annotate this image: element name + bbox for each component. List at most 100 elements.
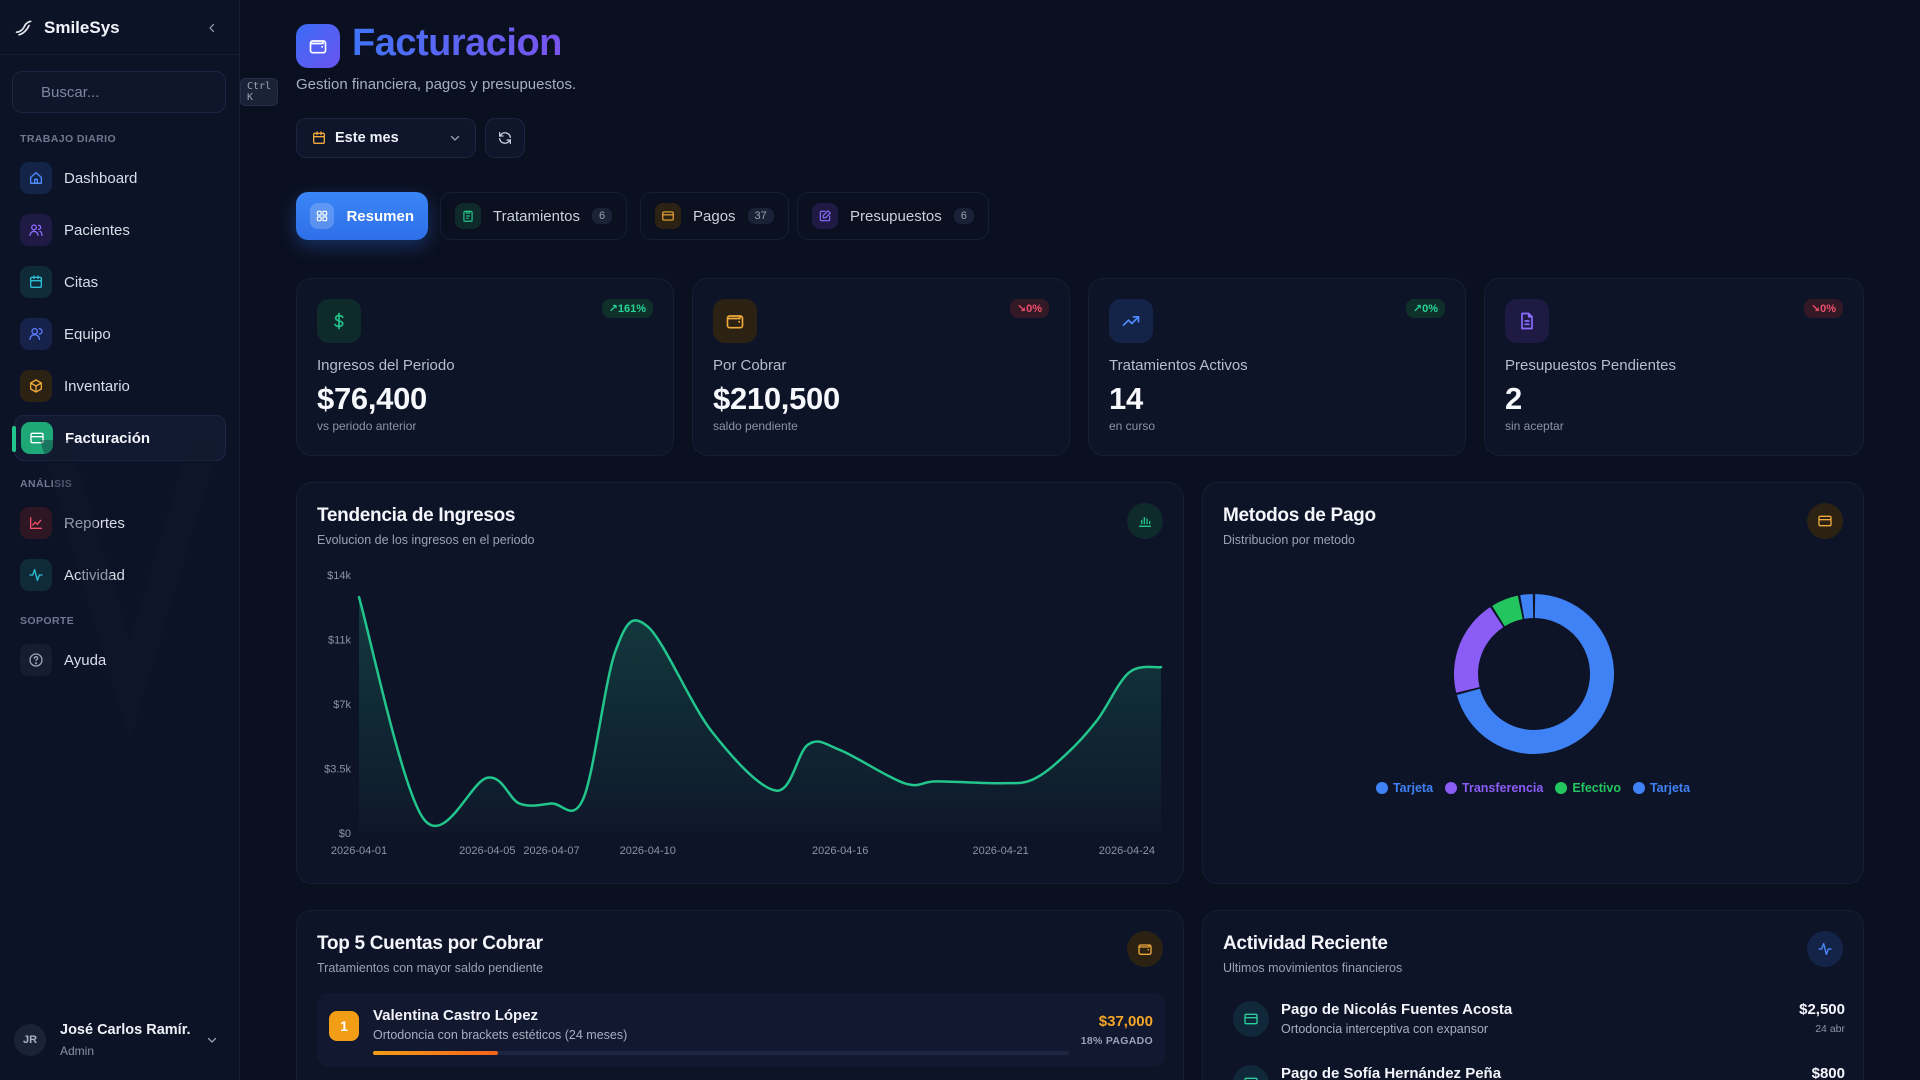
sidebar-item-label: Pacientes	[64, 221, 130, 239]
legend-item[interactable]: Tarjeta	[1375, 781, 1433, 795]
sidebar-item-label: Reportes	[64, 515, 125, 532]
card-subtitle: Evolucion de los ingresos en el periodo	[317, 533, 535, 547]
x-tick-label: 2026-04-10	[620, 845, 676, 857]
credit-card-icon	[1233, 1065, 1269, 1080]
activity-icon	[20, 559, 52, 591]
stat-label: Tratamientos Activos	[1109, 357, 1248, 374]
legend-label: Efectivo	[1572, 781, 1621, 795]
user-menu[interactable]: JR José Carlos Ramír... Admin	[14, 1012, 228, 1068]
calendar-icon	[313, 131, 325, 144]
activity-amount: $2,500	[1799, 1001, 1845, 1018]
tab-presupuestos[interactable]: Presupuestos 6	[797, 192, 989, 240]
sidebar-item-label: Citas	[64, 273, 99, 291]
activity-icon	[1818, 943, 1832, 955]
card-title: Top 5 Cuentas por Cobrar	[317, 933, 543, 954]
activity-button[interactable]	[1807, 931, 1843, 967]
income-trend-card: Tendencia de Ingresos Evolucion de los i…	[296, 482, 1184, 884]
activity-item[interactable]: Pago de Sofía Hernández Peña $800	[1223, 1057, 1859, 1080]
activity-date: 24 abr	[1815, 1023, 1845, 1035]
line-chart-icon	[20, 507, 52, 539]
legend-dot	[1555, 782, 1568, 794]
stat-card-ingresos: ↗161% Ingresos del Periodo $76,400 vs pe…	[296, 278, 674, 456]
sidebar-item-label: Actividad	[64, 567, 125, 584]
legend-label: Transferencia	[1462, 781, 1544, 795]
payment-progress-track	[373, 1051, 1069, 1055]
sidebar-item-actividad[interactable]: Actividad	[14, 552, 226, 598]
sidebar-item-inventario[interactable]: Inventario	[14, 363, 226, 409]
collapse-sidebar-button[interactable]	[204, 18, 220, 38]
search-box[interactable]: Ctrl K	[12, 71, 279, 113]
edit-icon	[812, 203, 838, 229]
legend-item[interactable]: Efectivo	[1555, 781, 1621, 795]
donut-slice[interactable]	[1454, 607, 1504, 693]
page-subtitle: Gestion financiera, pagos y presupuestos…	[296, 76, 577, 93]
credit-card-icon	[1818, 515, 1832, 527]
brand[interactable]: SmileSys	[14, 16, 120, 40]
activity-item[interactable]: Pago de Nicolás Fuentes Acosta Ortodonci…	[1223, 993, 1859, 1047]
stat-value: $76,400	[317, 381, 427, 416]
stat-card-por-cobrar: ↘0% Por Cobrar $210,500 saldo pendiente	[692, 278, 1070, 456]
avatar: JR	[14, 1024, 46, 1056]
receivable-row[interactable]: 1 Valentina Castro López Ortodoncia con …	[317, 993, 1165, 1067]
sidebar-item-equipo[interactable]: Equipo	[14, 311, 226, 357]
stat-sub: vs periodo anterior	[317, 419, 417, 433]
section-label-analisis: ANÁLISIS	[20, 478, 73, 490]
tab-label: Tratamientos	[493, 207, 580, 225]
chevron-down-icon	[450, 135, 460, 141]
y-tick-label: $0	[339, 828, 351, 840]
home-icon	[20, 162, 52, 194]
trend-badge: ↗161%	[601, 299, 653, 318]
stat-value: 14	[1109, 381, 1143, 416]
payment-methods-button[interactable]	[1807, 503, 1843, 539]
activity-title: Pago de Nicolás Fuentes Acosta	[1281, 1001, 1513, 1018]
legend-dot	[1445, 782, 1458, 794]
donut-slice[interactable]	[1456, 594, 1614, 754]
activity-title: Pago de Sofía Hernández Peña	[1281, 1065, 1502, 1080]
patient-name: Valentina Castro López	[373, 1007, 539, 1024]
legend-label: Tarjeta	[1649, 781, 1691, 795]
brand-name: SmileSys	[44, 18, 120, 37]
x-tick-label: 2026-04-24	[1099, 845, 1155, 857]
donut-slice[interactable]	[1492, 595, 1523, 627]
wallet-header-icon	[296, 24, 340, 68]
tab-pagos[interactable]: Pagos 37	[640, 192, 789, 240]
stat-label: Presupuestos Pendientes	[1505, 357, 1676, 374]
tab-label: Pagos	[693, 207, 736, 225]
card-title: Actividad Reciente	[1223, 933, 1388, 954]
tab-count: 6	[591, 208, 613, 224]
sidebar-item-dashboard[interactable]: Dashboard	[14, 155, 226, 201]
sidebar-item-citas[interactable]: Citas	[14, 259, 226, 305]
credit-card-icon	[1233, 1001, 1269, 1037]
sidebar-item-pacientes[interactable]: Pacientes	[14, 207, 226, 253]
search-input[interactable]	[41, 83, 240, 101]
top-receivables-card: Top 5 Cuentas por Cobrar Tratamientos co…	[296, 910, 1184, 1080]
treatment-description: Ortodoncia con brackets estéticos (24 me…	[373, 1028, 628, 1042]
chart-view-button[interactable]	[1127, 503, 1163, 539]
legend-item[interactable]: Tarjeta	[1632, 781, 1691, 795]
stat-value: 2	[1505, 381, 1522, 416]
sidebar-item-label: Ayuda	[64, 651, 107, 669]
balance-amount: $37,000	[1098, 1013, 1153, 1030]
tab-count: 37	[747, 208, 774, 224]
refresh-button[interactable]	[485, 118, 525, 158]
grid-icon	[310, 203, 335, 229]
users-icon	[20, 214, 52, 246]
sidebar-item-reportes[interactable]: Reportes	[14, 500, 226, 546]
box-icon	[20, 370, 52, 402]
sidebar-item-facturacion[interactable]: Facturación	[12, 415, 226, 461]
card-title: Metodos de Pago	[1223, 505, 1376, 526]
payment-progress-fill	[373, 1051, 499, 1055]
donut-slice[interactable]	[1520, 594, 1534, 619]
trending-up-icon	[1109, 299, 1153, 343]
card-subtitle: Distribucion por metodo	[1223, 533, 1356, 547]
tab-tratamientos[interactable]: Tratamientos 6	[440, 192, 628, 240]
payment-methods-card: Metodos de Pago Distribucion por metodo …	[1202, 482, 1864, 884]
series-area	[359, 597, 1161, 833]
legend-item[interactable]: Transferencia	[1445, 781, 1543, 795]
sidebar-item-ayuda[interactable]: Ayuda	[14, 637, 226, 683]
receivables-button[interactable]	[1127, 931, 1163, 967]
tab-resumen[interactable]: Resumen	[296, 192, 428, 240]
stat-sub: saldo pendiente	[713, 419, 798, 433]
x-tick-label: 2026-04-01	[331, 845, 387, 857]
period-select[interactable]: Este mes	[296, 118, 476, 158]
